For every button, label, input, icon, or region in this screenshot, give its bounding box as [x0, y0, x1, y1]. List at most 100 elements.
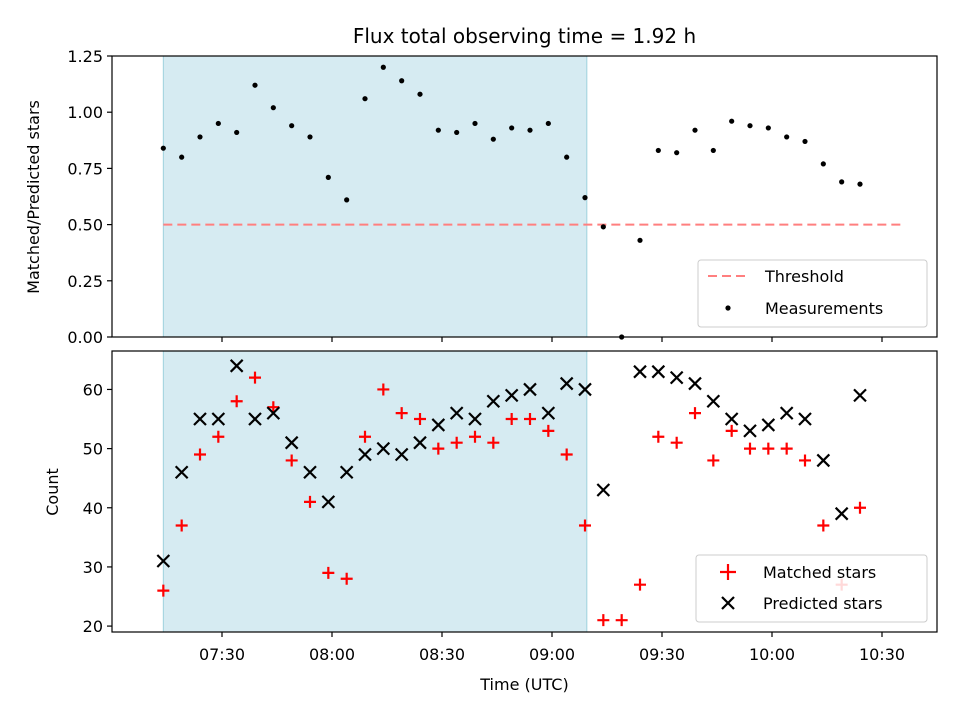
measurement-point: [600, 224, 606, 230]
legend-predicted-swatch: [721, 596, 735, 610]
top-ytick-label: 0.75: [67, 159, 103, 178]
bottom-panel: 20 30 40 50 60 07:30 08:00 08:30 09:00 09:30 10:0…: [43, 350, 938, 694]
measurement-point: [820, 161, 826, 167]
predicted-star-point: [156, 554, 171, 568]
measurement-point: [160, 145, 166, 151]
predicted-star-point: [193, 412, 207, 426]
matched-star-point: [524, 413, 536, 426]
measurement-point: [325, 174, 331, 180]
top-y-axis-label: Matched/Predicted stars: [24, 100, 43, 294]
measurement-point: [472, 120, 478, 127]
measurement-point: [270, 105, 276, 111]
predicted-star-point: [578, 382, 592, 397]
top-x-axis: [221, 337, 883, 342]
legend-matched-label: Matched stars: [763, 563, 876, 582]
predicted-star-point: [798, 412, 812, 426]
matched-star-point: [579, 519, 591, 532]
top-axes-frame: [111, 55, 938, 338]
matched-star-point: [854, 501, 866, 514]
bottom-legend: Matched stars Predicted stars: [695, 554, 928, 623]
matched-star-point: [285, 454, 298, 467]
measurement-point: [545, 120, 551, 127]
predicted-star-point: [761, 418, 776, 432]
top-observing-span: [162, 55, 588, 338]
predicted-star-point: [486, 394, 501, 409]
matched-star-point: [707, 454, 720, 467]
predicted-star-point: [651, 364, 666, 379]
measurement-point: [564, 154, 570, 160]
predicted-star-point: [211, 412, 226, 426]
predicted-star-point: [504, 388, 519, 403]
predicted-star-point: [779, 406, 794, 420]
matched-star-point: [744, 442, 756, 455]
bottom-xtick-label: 09:30: [639, 645, 685, 664]
top-ytick-label: 0.50: [67, 216, 103, 235]
measurement-point: [637, 237, 643, 243]
predicted-star-point: [174, 465, 189, 480]
predicted-star-point: [468, 412, 482, 426]
measurement-point: [399, 78, 405, 84]
legend-measurements-label: Measurements: [765, 299, 883, 318]
bottom-xtick-label: 10:00: [749, 645, 795, 664]
matched-stars-series: [157, 371, 866, 627]
predicted-star-point: [706, 394, 721, 409]
bottom-legend-box: [695, 554, 928, 623]
bottom-xtick-label: 08:30: [419, 645, 465, 664]
matched-star-point: [267, 401, 280, 414]
matched-star-point: [432, 442, 445, 455]
matched-star-point: [560, 448, 573, 461]
chart-title: Flux total observing time = 1.92 h: [353, 24, 696, 48]
matched-star-point: [230, 395, 243, 408]
measurement-point: [839, 179, 845, 185]
predicted-star-point: [339, 465, 354, 480]
measurement-point: [747, 123, 753, 129]
predicted-star-point: [669, 370, 684, 385]
top-legend-box: [697, 259, 928, 328]
top-panel: 0.00 0.25 0.50 0.75 1.00 1.25 Flux total obse…: [24, 24, 938, 347]
matched-star-point: [634, 578, 646, 591]
matched-star-point: [450, 436, 463, 449]
bottom-xtick-label: 07:30: [199, 645, 245, 664]
predicted-stars-series: [156, 359, 867, 568]
measurement-point: [234, 129, 240, 136]
matched-star-point: [689, 407, 701, 420]
matched-star-point: [212, 430, 225, 443]
top-y-axis: 0.00 0.25 0.50 0.75 1.00 1.25: [67, 47, 112, 347]
measurement-point: [802, 138, 808, 145]
x-axis-label: Time (UTC): [479, 675, 568, 694]
matched-star-point: [340, 572, 353, 585]
legend-threshold-label: Threshold: [764, 267, 844, 286]
matched-star-point: [322, 566, 335, 579]
matched-star-point: [249, 371, 261, 384]
measurement-point: [692, 127, 698, 133]
matched-star-point: [670, 436, 683, 449]
top-ytick-label: 1.00: [67, 103, 103, 122]
predicted-star-point: [449, 406, 464, 420]
matched-star-point: [542, 424, 555, 437]
measurement-point: [857, 181, 863, 187]
bottom-observing-span: [162, 350, 588, 633]
matched-star-point: [505, 413, 518, 426]
measurement-point: [527, 127, 533, 133]
predicted-star-point: [358, 447, 372, 462]
predicted-star-point: [724, 412, 739, 426]
measurement-point: [435, 127, 441, 133]
bottom-xtick-label: 08:00: [309, 645, 355, 664]
measurement-point: [509, 125, 515, 131]
matched-star-point: [762, 442, 775, 455]
predicted-star-point: [688, 376, 702, 391]
predicted-star-point: [743, 424, 757, 438]
matched-star-point: [194, 448, 206, 461]
predicted-star-point: [394, 447, 409, 462]
predicted-star-point: [284, 435, 299, 450]
bottom-ytick-label: 30: [83, 558, 103, 577]
top-ytick-label: 1.25: [67, 47, 103, 66]
matched-star-point: [817, 519, 830, 532]
matched-star-point: [377, 383, 390, 396]
bottom-x-axis: 07:30 08:00 08:30 09:00 09:30 10:00 10:30: [199, 632, 905, 664]
matched-star-point: [157, 584, 170, 597]
bottom-axes-frame: [111, 350, 938, 633]
predicted-star-point: [303, 465, 317, 480]
bottom-ytick-label: 50: [83, 440, 103, 459]
